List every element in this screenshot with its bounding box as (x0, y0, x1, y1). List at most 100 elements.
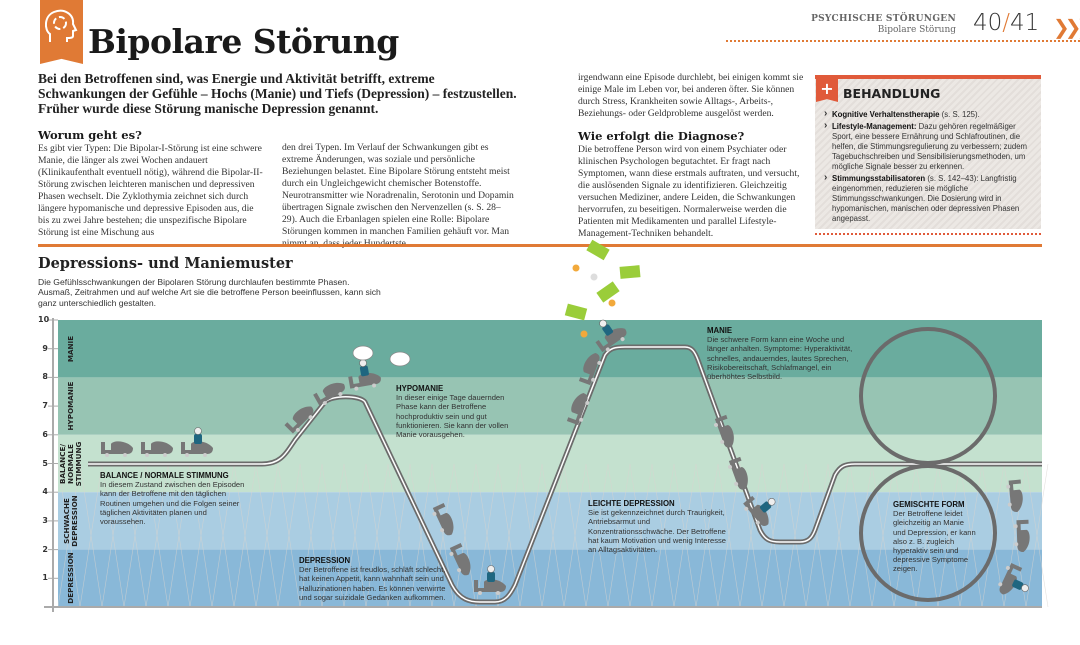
lattice-line (277, 463, 301, 608)
worum-text-3: irgendwann eine Episode durchlebt, bei e… (578, 72, 804, 119)
annotation-text: Sie ist gekennzeichnet durch Traurigkeit… (588, 508, 727, 555)
band-label: SCHWACHE DEPRESSION (62, 495, 79, 547)
item-bold: Stimmungsstabilisatoren (832, 174, 926, 183)
lattice-line (871, 463, 895, 608)
worum-text-1: Es gibt vier Typen: Die Bipolar-I-Störun… (38, 143, 263, 238)
speech-bubble-icon (352, 345, 374, 361)
treatment-heading: BEHANDLUNG (843, 86, 941, 101)
lattice-line (233, 463, 257, 608)
lattice-line (585, 463, 609, 608)
chevron-right-icon: ❯❯❯ (1053, 15, 1080, 39)
coaster-car-icon (284, 406, 314, 434)
lattice-line (519, 463, 543, 608)
annotation-text: In diesem Zustand zwischen den Episoden … (100, 480, 245, 527)
coaster-car-icon (714, 414, 734, 448)
annotation-text: In dieser einige Tage dauernden Phase ka… (396, 393, 509, 440)
column-3: irgendwann eine Episode durchlebt, bei e… (578, 72, 804, 240)
diagnose-text: Die betroffene Person wird von einem Psy… (578, 144, 800, 239)
band-1 (58, 377, 1042, 435)
coaster-car-icon (578, 352, 602, 386)
lattice-line (299, 463, 323, 608)
coaster-car-icon (1013, 519, 1030, 552)
coaster-car-icon (998, 562, 1029, 595)
page-numbers: 40/41 (973, 10, 1039, 36)
item-text: Dazu gehören regelmäßiger Sport, eine be… (832, 122, 1028, 171)
annotation-title: LEICHTE DEPRESSION (588, 499, 675, 508)
coaster-car-icon (728, 456, 748, 490)
lattice-line (365, 463, 389, 608)
band-label: DEPRESSION (66, 552, 75, 605)
lattice-line (189, 463, 213, 608)
coin-icon (572, 264, 580, 272)
annotation-gemischte-form: GEMISCHTE FORM Der Betroffene leidet glei… (893, 500, 977, 574)
plus-icon: + (816, 78, 838, 102)
item-text: (s. S. 142–43): Langfristig eingenommen,… (832, 174, 1020, 223)
annotation-text: Der Betroffene leidet gleichzeitig an Ma… (893, 509, 976, 574)
lattice-line (805, 463, 829, 608)
column-1: Worum geht es? Es gibt vier Typen: Die B… (38, 128, 263, 239)
lattice-line (629, 463, 653, 608)
item-text: (s. S. 125). (939, 110, 980, 119)
coaster-car-icon (313, 382, 345, 406)
annotation-title: DEPRESSION (299, 556, 351, 565)
coaster-car-icon (474, 565, 506, 595)
annotation-hypomanie: HYPOMANIE In dieser einige Tage dauernden… (396, 384, 521, 439)
annotation-title: HYPOMANIE (396, 384, 444, 393)
list-item: Kognitive Verhaltenstherapie (s. S. 125)… (824, 109, 1038, 120)
head-cycle-icon (44, 9, 78, 42)
lattice-line (123, 463, 147, 608)
y-tick-label: 8 (42, 372, 48, 382)
lattice-line (673, 463, 697, 608)
y-tick-label: 2 (42, 544, 48, 554)
annotation-text: Die schwere Form kann eine Woche und län… (707, 335, 853, 382)
lattice-line (211, 463, 235, 608)
speech-bubbles (352, 345, 411, 367)
coaster-car-icon (181, 427, 213, 457)
lattice-line (915, 463, 939, 608)
coaster-car-icon (595, 319, 627, 353)
page-left: 40 (973, 10, 1003, 36)
section-divider (38, 244, 1042, 247)
coaster-car-icon (141, 441, 173, 457)
lattice-line (101, 463, 125, 608)
annotation-manie: MANIE Die schwere Form kann eine Woche un… (707, 326, 857, 381)
diagram-description: Die Gefühlsschwankungen der Bipolaren St… (38, 277, 381, 308)
money-icon (596, 281, 620, 303)
y-tick-label: 1 (42, 573, 48, 583)
lattice-line (167, 463, 191, 608)
lattice-line (541, 463, 565, 608)
coaster-track (88, 327, 1042, 605)
header-divider (726, 40, 1080, 42)
box-divider (815, 233, 1041, 235)
subsection-name: Bipolare Störung (877, 25, 956, 35)
lattice-line (1025, 463, 1049, 608)
annotation-title: BALANCE / NORMALE STIMMUNG (100, 471, 229, 480)
running-header: PSYCHISCHE STÖRUNGEN Bipolare Störung (811, 14, 956, 36)
diagram-heading: Depressions- und Maniemuster (38, 255, 293, 272)
annotation-leichte-depression: LEICHTE DEPRESSION Sie ist gekennzeichnet… (588, 499, 728, 554)
chapter-tab (40, 0, 83, 64)
lattice-line (937, 463, 961, 608)
lattice-line (321, 463, 345, 608)
lattice-line (761, 463, 785, 608)
money-bills (564, 239, 641, 338)
annotation-text: Der Betroffene ist freudlos, schläft sch… (299, 565, 446, 602)
lattice-line (651, 463, 675, 608)
worum-text-2: den drei Typen. Im Verlauf der Schwankun… (282, 142, 514, 249)
lattice-line (717, 463, 741, 608)
y-tick-label: 10 (38, 315, 50, 324)
money-icon (619, 265, 641, 279)
annotation-title: GEMISCHTE FORM (893, 500, 965, 509)
band-label: MANIE (66, 335, 75, 362)
item-bold: Kognitive Verhaltenstherapie (832, 110, 940, 119)
y-tick-label: 3 (42, 515, 48, 525)
band-label: HYPOMANIE (66, 381, 75, 431)
band-0 (58, 320, 1042, 378)
coaster-car-icon (566, 392, 590, 426)
page-separator: / (1002, 10, 1011, 36)
lattice-line (409, 463, 433, 608)
lattice-line (783, 463, 807, 608)
coaster-car-icon (101, 441, 133, 457)
heading-worum: Worum geht es? (38, 128, 142, 142)
